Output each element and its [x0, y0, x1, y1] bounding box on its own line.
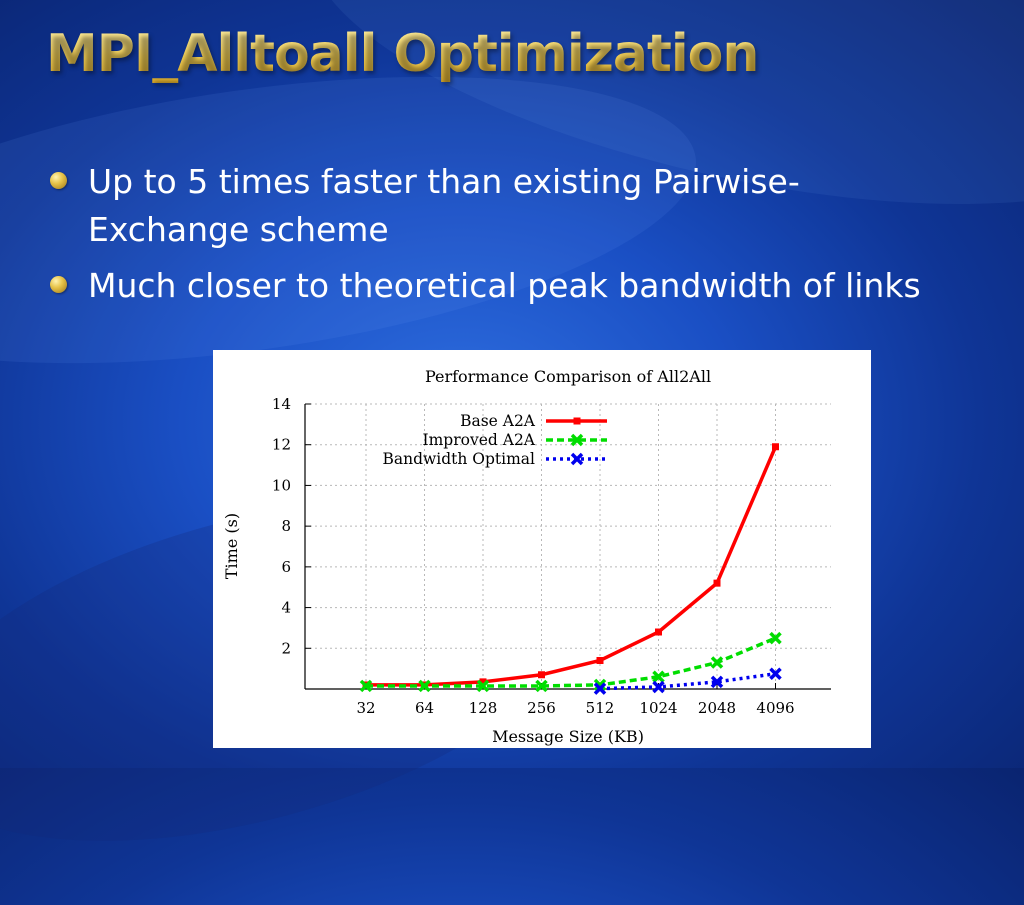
bullet-item: Up to 5 times faster than existing Pairw…: [44, 158, 964, 254]
data-point: [710, 675, 724, 689]
data-point: [655, 628, 662, 636]
y-tick-label: 4: [281, 599, 291, 617]
y-tick-label: 14: [272, 395, 291, 413]
x-tick-label: 4096: [756, 699, 794, 717]
legend-label: Base A2A: [460, 412, 536, 430]
data-point: [359, 679, 373, 693]
bullet-text: Much closer to theoretical peak bandwidt…: [88, 266, 921, 305]
data-point: [652, 680, 665, 694]
data-point: [476, 679, 490, 693]
legend-label: Bandwidth Optimal: [382, 450, 535, 468]
data-point: [769, 631, 782, 645]
x-tick-label: 512: [586, 699, 615, 717]
legend-marker: [573, 417, 581, 425]
bullet-item: Much closer to theoretical peak bandwidt…: [44, 262, 964, 310]
data-point: [772, 443, 779, 451]
data-point: [418, 679, 431, 693]
data-point: [535, 679, 548, 693]
chart-panel: Performance Comparison of All2All Time (…: [213, 350, 871, 748]
data-point: [596, 657, 604, 664]
chart-title: Performance Comparison of All2All: [425, 367, 711, 386]
legend-label: Improved A2A: [422, 431, 535, 449]
x-tick-label: 2048: [698, 699, 736, 717]
bullet-text: Up to 5 times faster than existing Pairw…: [88, 162, 800, 249]
x-tick-label: 32: [356, 699, 375, 717]
x-tick-label: 128: [469, 699, 498, 717]
data-point: [769, 667, 782, 680]
chart-plot-area: 2 4 6 8 10 12 14 32 64 128 256 512 1024 2048 4096 Base …: [272, 395, 831, 717]
bullet-list: Up to 5 times faster than existing Pairw…: [44, 158, 964, 318]
performance-chart: Performance Comparison of All2All Time (…: [222, 367, 831, 746]
series-line-3: [599, 671, 776, 691]
data-point: [593, 678, 607, 692]
y-axis-label: Time (s): [222, 513, 241, 579]
legend-marker: [570, 433, 584, 447]
x-tick-label: 1024: [639, 699, 677, 717]
legend-marker: [570, 452, 584, 466]
y-tick-label: 10: [272, 476, 291, 494]
y-tick-label: 6: [281, 558, 291, 576]
x-tick-label: 256: [527, 699, 556, 717]
x-tick-label: 64: [415, 699, 434, 717]
data-point: [479, 678, 487, 686]
series-line-1: [366, 446, 778, 687]
slide-title: MPI_Alltoall Optimization: [46, 24, 759, 84]
data-point: [593, 682, 607, 695]
x-axis-label: Message Size (KB): [492, 727, 644, 746]
series-line-2: [366, 636, 777, 688]
data-point: [710, 656, 724, 669]
y-tick-label: 12: [272, 436, 291, 454]
bullet-point-icon: [50, 172, 67, 189]
data-point: [713, 579, 721, 587]
y-tick-label: 2: [281, 639, 291, 657]
y-tick-label: 8: [281, 517, 291, 535]
data-point: [538, 671, 545, 679]
bullet-point-icon: [50, 276, 67, 293]
data-point: [652, 670, 665, 684]
